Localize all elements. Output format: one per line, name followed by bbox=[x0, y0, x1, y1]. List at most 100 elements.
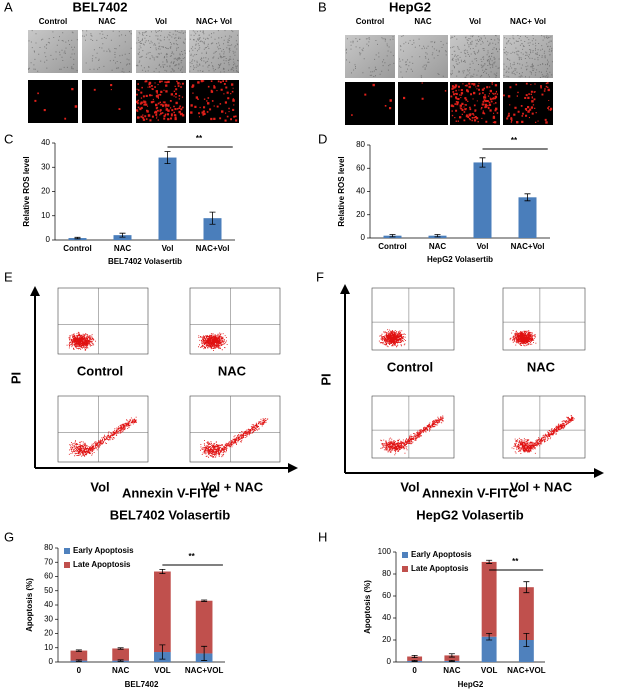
flow-plot bbox=[57, 395, 149, 463]
plot-label: Vol bbox=[400, 479, 419, 494]
flow-plot bbox=[189, 395, 281, 463]
legend-label: Late Apoptosis bbox=[411, 564, 469, 573]
scatter-cloud bbox=[509, 330, 537, 347]
x-tick-label: Control bbox=[378, 242, 406, 251]
image-label: NAC bbox=[98, 17, 116, 26]
y-tick-label: 0 bbox=[46, 235, 51, 244]
brightfield-image bbox=[28, 30, 78, 73]
image-label: Vol bbox=[155, 17, 167, 26]
flow-plot bbox=[371, 287, 455, 351]
bar-segment bbox=[154, 571, 171, 653]
plot-label: Control bbox=[387, 359, 433, 374]
error-bar bbox=[486, 559, 493, 564]
flow-plot bbox=[57, 287, 149, 355]
x-tick-label: NAC bbox=[114, 244, 132, 253]
x-tick-label: NAC bbox=[429, 242, 447, 251]
error-bar bbox=[74, 236, 81, 240]
plot-label: Control bbox=[77, 363, 123, 378]
bar bbox=[158, 157, 177, 240]
bar bbox=[518, 197, 537, 238]
plot-label: NAC bbox=[218, 363, 247, 378]
error-bar bbox=[75, 659, 82, 662]
y-tick-label: 0 bbox=[49, 657, 54, 666]
error-bar bbox=[448, 659, 455, 662]
legend-label: Early Apoptosis bbox=[73, 546, 134, 555]
panel-label: B bbox=[318, 0, 327, 14]
error-bar bbox=[523, 581, 530, 594]
fluorescence-signal bbox=[190, 80, 238, 122]
error-bar bbox=[523, 633, 530, 647]
bar-segment bbox=[481, 561, 497, 637]
y-tick-label: 30 bbox=[41, 162, 50, 171]
error-bar bbox=[117, 647, 124, 650]
bar-segment bbox=[444, 655, 460, 661]
scatter-cloud bbox=[68, 416, 137, 457]
scatter-cloud bbox=[380, 415, 444, 456]
arrow-head bbox=[340, 284, 350, 294]
bar-segment bbox=[407, 656, 423, 661]
panel-label: G bbox=[4, 529, 14, 544]
fluorescence-image bbox=[345, 82, 395, 125]
significance-label: ** bbox=[188, 552, 195, 561]
arrow-head bbox=[594, 468, 604, 478]
arrow-head bbox=[30, 286, 40, 296]
fluorescence-image bbox=[398, 82, 448, 125]
error-bar bbox=[201, 645, 208, 661]
x-tick-label: NAC+Vol bbox=[196, 244, 230, 253]
y-tick-label: 40 bbox=[44, 600, 53, 609]
x-tick-label: VOL bbox=[481, 666, 498, 675]
error-bar bbox=[434, 234, 441, 238]
significance-label: ** bbox=[196, 134, 203, 143]
legend-label: Late Apoptosis bbox=[73, 560, 131, 569]
panel-label: D bbox=[318, 131, 327, 146]
axis-label: PI bbox=[8, 372, 23, 384]
y-tick-label: 20 bbox=[382, 635, 391, 644]
image-label: NAC+ Vol bbox=[196, 17, 232, 26]
image-label: NAC bbox=[414, 17, 432, 26]
x-tick-label: 0 bbox=[77, 666, 82, 675]
flow-plot bbox=[371, 395, 455, 459]
legend-swatch bbox=[402, 552, 408, 558]
flow-plot bbox=[189, 287, 281, 355]
x-tick-label: Control bbox=[63, 244, 91, 253]
fluorescence-signal bbox=[450, 82, 499, 124]
bar-segment bbox=[112, 648, 129, 661]
y-tick-label: 0 bbox=[387, 657, 392, 666]
fluorescence-image bbox=[82, 80, 132, 123]
y-tick-label: 70 bbox=[44, 557, 53, 566]
x-tick-label: NAC bbox=[443, 666, 461, 675]
x-axis-label: HepG2 bbox=[458, 680, 484, 689]
fluorescence-signal bbox=[503, 82, 553, 124]
panel-label: A bbox=[4, 0, 13, 14]
scatter-cloud bbox=[198, 332, 228, 351]
y-tick-label: 20 bbox=[44, 629, 53, 638]
y-tick-label: 40 bbox=[356, 187, 365, 196]
y-tick-label: 100 bbox=[378, 547, 392, 556]
y-axis-label: Apoptosis (%) bbox=[363, 580, 372, 634]
x-axis-label: HepG2 Volasertib bbox=[427, 255, 493, 264]
x-tick-label: Vol bbox=[162, 244, 174, 253]
y-tick-label: 60 bbox=[356, 163, 365, 172]
brightfield-image bbox=[345, 35, 395, 78]
x-axis-label: BEL7402 bbox=[125, 680, 159, 689]
panel-title: BEL7402 bbox=[73, 0, 128, 14]
significance-label: ** bbox=[511, 136, 518, 145]
y-axis-label: Relative ROS level bbox=[337, 156, 346, 226]
cell-texture bbox=[189, 30, 239, 73]
y-axis-label: Relative ROS level bbox=[22, 156, 31, 226]
panel-label: F bbox=[316, 269, 324, 284]
y-axis-label: Apoptosis (%) bbox=[25, 578, 34, 632]
panel-label: C bbox=[4, 131, 13, 146]
bar-segment bbox=[518, 587, 534, 640]
bar bbox=[473, 162, 492, 238]
x-tick-label: 0 bbox=[412, 666, 417, 675]
panel-title: HepG2 bbox=[389, 0, 431, 14]
error-bar bbox=[159, 568, 166, 575]
error-bar bbox=[75, 649, 82, 652]
image-label: Vol bbox=[469, 17, 481, 26]
x-tick-label: NAC+Vol bbox=[511, 242, 545, 251]
brightfield-image bbox=[450, 35, 500, 78]
error-bar bbox=[389, 234, 396, 238]
flow-plot bbox=[502, 395, 586, 459]
